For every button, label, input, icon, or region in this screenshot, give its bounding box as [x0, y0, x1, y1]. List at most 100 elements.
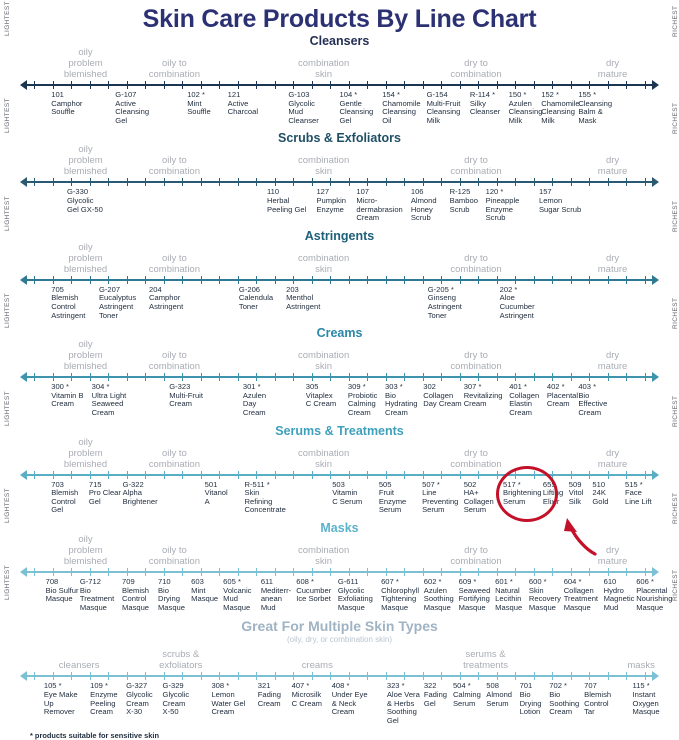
product-name: Instant Oxygen Masque: [632, 689, 660, 717]
axis-cap-richest: RICHEST: [672, 297, 679, 330]
skin-zone-label: oily problem blemished: [63, 436, 108, 470]
product-name: Pineapple Enzyme Scrub: [485, 195, 520, 223]
section-heading-2: Astringents: [304, 228, 375, 243]
product-label: 707 Blemish Control Tar: [584, 682, 611, 716]
product-label: G-205 * Ginseng Astringent Toner: [427, 284, 462, 320]
product-code: 607 *: [381, 576, 399, 586]
section-4-axis-arrow-left-icon: [20, 469, 27, 480]
skin-zone-label: dry to combination: [450, 155, 502, 178]
product-label: G-330 Glycolic Gel GX-50: [67, 188, 103, 214]
product-code: 402 *: [546, 382, 565, 392]
sensitive-skin-footnote: * products suitable for sensitive skin: [30, 731, 159, 740]
product-line-row: Cleansers oily problem blemished oily to c…: [0, 34, 679, 131]
product-label: 502 HA+ Collagen Serum: [463, 480, 494, 515]
product-label: 304 * Ultra Light Seaweed Cream: [92, 383, 127, 417]
axis-cap-lightest: LIGHTEST: [4, 1, 11, 36]
product-name: Pro Clear Gel: [88, 488, 121, 506]
product-name: Silky Cleanser: [469, 98, 501, 117]
product-code: 203: [286, 284, 299, 294]
product-name: Cleansing Balm & Mask: [578, 98, 613, 125]
product-name: Eye Make Up Remover: [43, 689, 78, 717]
section-1-axis-arrow-left-icon: [20, 177, 27, 188]
product-label: G-329 Glycolic Cream X-50: [163, 682, 190, 716]
product-name: Collagen Day Cream: [423, 390, 462, 409]
multi-skin-axis-arrow-right-icon: [652, 671, 659, 682]
product-code: 304 *: [91, 382, 110, 392]
product-name: Aloe Cucumber Astringent: [499, 293, 535, 320]
product-name: Skin Recovery Masque: [528, 585, 561, 612]
skin-zone-label: oily to combination: [148, 252, 200, 275]
skin-zone-label: oily problem blemished: [63, 47, 108, 80]
product-code: 709: [122, 576, 135, 586]
product-line-row: Creams oily problem blemished oily to comb…: [0, 326, 679, 423]
skin-zone-label: oily problem blemished: [63, 241, 108, 275]
product-name: Revitalizing Cream: [463, 390, 503, 409]
section-5-axis-line: [23, 570, 653, 573]
axis-cap-lightest: LIGHTEST: [4, 390, 11, 426]
product-label: 106 Almond Honey Scrub: [411, 188, 437, 222]
product-name: Azulen Soothing Masque: [423, 585, 454, 612]
product-label: 607 * Chlorophyll Tightening Masque: [381, 576, 420, 612]
section-0-axis-arrow-left-icon: [20, 80, 27, 90]
product-label: 705 Blemish Control Astringent: [51, 285, 85, 320]
product-label: R-125 Bamboo Scrub: [450, 188, 478, 214]
product-code: 600 *: [528, 576, 547, 586]
product-code: 204: [149, 284, 162, 294]
product-name: Enzyme Peeling Cream: [90, 689, 118, 717]
product-label: 709 Blemish Control Masque: [122, 576, 149, 612]
product-code: 601 *: [495, 576, 513, 586]
product-label: 508 Almond Serum: [486, 682, 512, 708]
skin-zone-label: dry to combination: [450, 58, 502, 80]
product-name: Ultra Light Seaweed Cream: [91, 390, 127, 417]
product-code: G-205 *: [427, 284, 454, 294]
product-name: Line Preventing Serum: [422, 488, 459, 515]
skin-zone-label: combination skin: [298, 447, 350, 470]
product-name: Mint Souffle: [187, 98, 211, 117]
product-code: 655: [542, 479, 556, 489]
skin-zone-label: oily to combination: [148, 350, 200, 373]
axis-cap-richest: RICHEST: [672, 570, 679, 602]
product-code: 121: [227, 90, 241, 99]
product-code: 110: [267, 187, 280, 197]
product-code: 115 *: [632, 681, 650, 691]
section-4-axis: [20, 469, 659, 481]
product-name: Mint Masque: [191, 585, 219, 604]
multi-skin-category-label: serums & treatments: [463, 649, 508, 672]
product-code: 505: [378, 479, 392, 489]
product-code: 105 *: [43, 681, 62, 691]
product-name: Skin Refining Concentrate: [244, 488, 286, 515]
product-name: Calendula Toner: [238, 293, 274, 311]
product-label: G-103 Glycolic Mud Cleanser: [288, 90, 319, 125]
product-name: Gentle Cleansing Gel: [339, 98, 374, 125]
product-name: HA+ Collagen Serum: [463, 488, 494, 515]
product-label: 303 * Bio Hydrating Cream: [385, 383, 418, 417]
product-code: 708: [45, 576, 59, 586]
skin-zone-band: oily problem blemished oily to combinatio…: [22, 436, 657, 470]
product-code: 501: [204, 479, 218, 489]
skin-zone-label: dry to combination: [450, 252, 502, 275]
section-heading-4: Serums & Treatments: [275, 423, 404, 438]
product-label-track: 708 Bio Sulfur Masque G-712 Bio Treatment M…: [22, 576, 673, 618]
product-name: Eucalyptus Astringent Toner: [98, 293, 137, 320]
product-name: Glycolic Mud Cleanser: [288, 98, 319, 125]
product-code: G-206: [238, 284, 261, 294]
product-code: G-323: [169, 382, 191, 392]
product-label: 708 Bio Sulfur Masque: [45, 576, 79, 604]
product-label: 703 Blemish Control Gel: [51, 480, 78, 515]
product-label: 505 Fruit Enzyme Serum: [378, 479, 406, 515]
skin-zone-band: oily problem blemished oily to combinatio…: [22, 241, 657, 275]
product-name: Glycolic Cream X-30: [126, 689, 153, 717]
product-code: 101: [51, 90, 64, 99]
skin-zone-label: dry to combination: [450, 544, 502, 567]
product-name: Hydro Magnetic Mud: [603, 585, 635, 612]
product-label: 127 Pumpkin Enzyme: [316, 188, 346, 214]
multi-skin-category-label: masks: [627, 660, 655, 672]
product-label: 150 * Azulen Cleansing Milk: [509, 90, 543, 125]
product-label: 702 * Bio Soothing Cream: [549, 682, 579, 716]
product-name: Seaweed Fortifying Masque: [458, 585, 491, 612]
product-code: G-712: [79, 576, 101, 586]
product-name: Chlorophyll Tightening Masque: [381, 585, 420, 612]
product-name: Face Line Lift: [624, 488, 652, 506]
product-code: 603: [191, 576, 204, 586]
product-name: Bio Treatment Masque: [79, 585, 115, 612]
